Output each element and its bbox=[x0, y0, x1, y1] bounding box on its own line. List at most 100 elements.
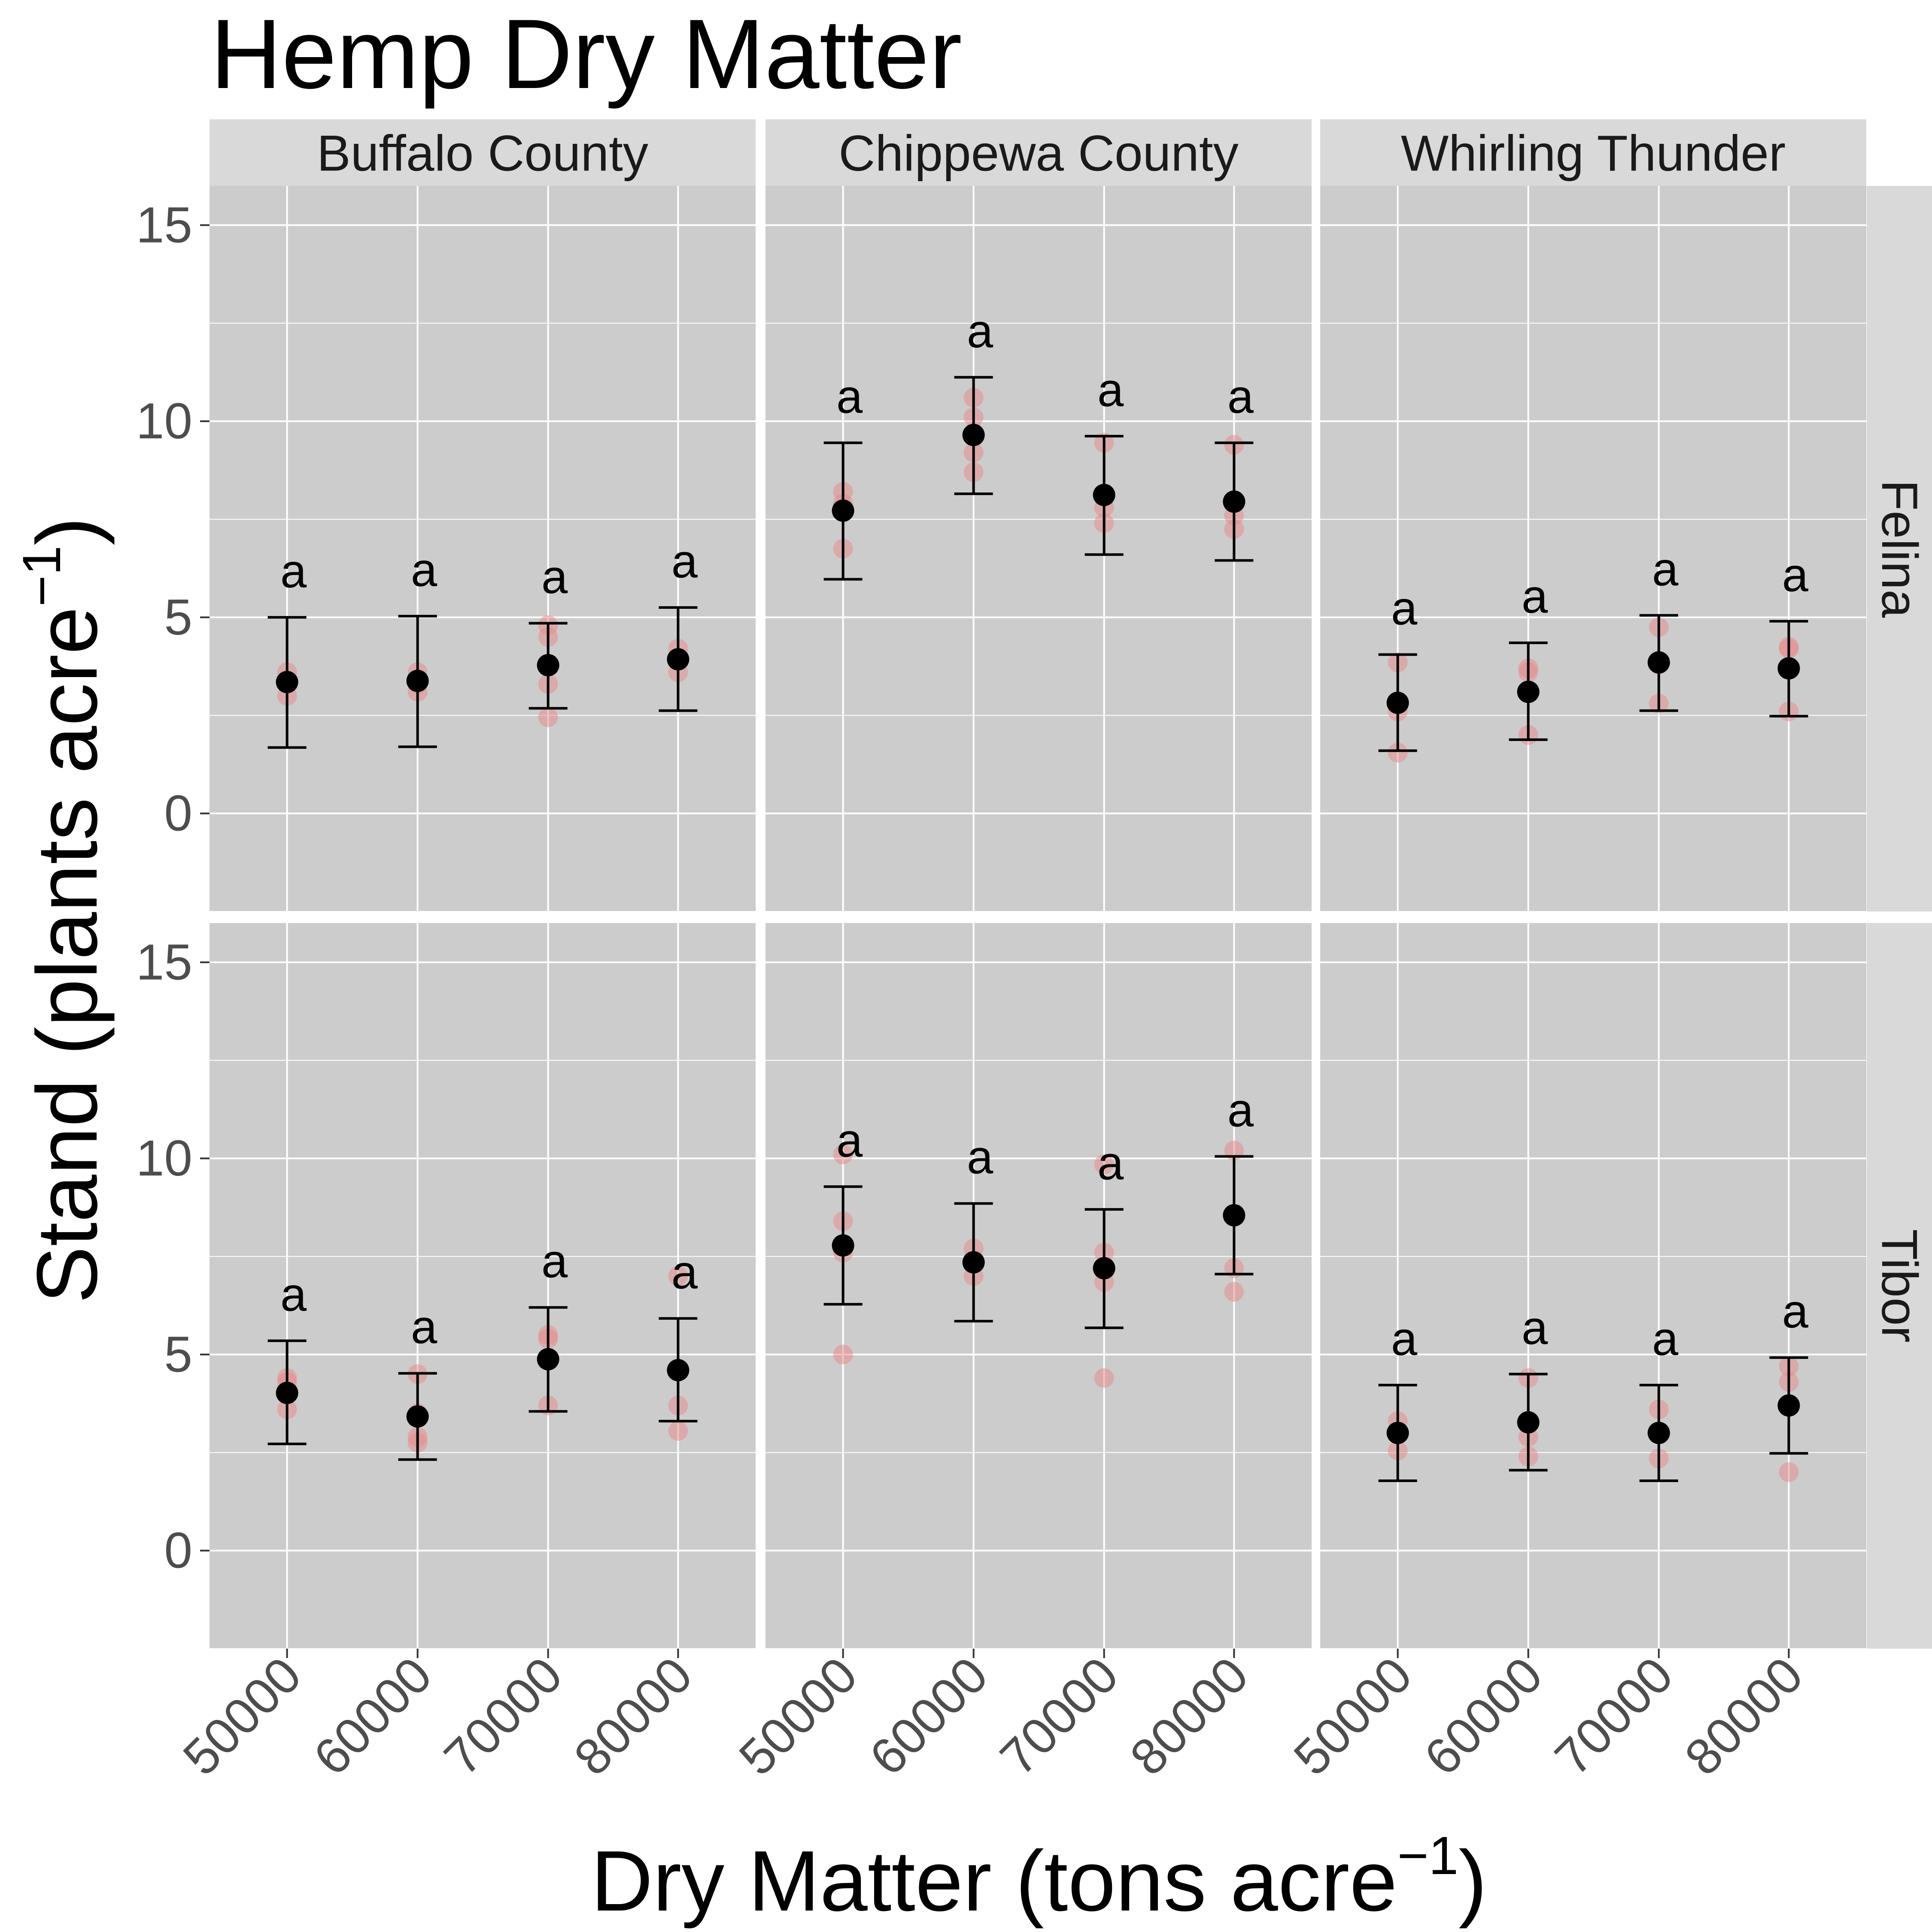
y-axis-label-end: ) bbox=[19, 517, 115, 546]
significance-letter: a bbox=[1391, 582, 1418, 635]
significance-letter: a bbox=[1652, 543, 1679, 595]
x-tick-label: 80000 bbox=[1674, 1646, 1814, 1786]
x-axis-label-main: Dry Matter (tons acre bbox=[591, 1833, 1397, 1929]
mean-point bbox=[1386, 1422, 1409, 1444]
significance-letter: a bbox=[836, 1114, 863, 1167]
panel bbox=[210, 186, 756, 912]
column-strip bbox=[766, 119, 1312, 186]
significance-letter: a bbox=[1097, 364, 1124, 416]
y-tick-label: 10 bbox=[136, 1130, 192, 1187]
significance-letter: a bbox=[411, 544, 437, 596]
y-tick-label: 10 bbox=[136, 393, 192, 450]
mean-point bbox=[667, 648, 690, 671]
significance-letter: a bbox=[1522, 1302, 1548, 1355]
mean-point bbox=[537, 1348, 559, 1370]
significance-letter: a bbox=[1782, 549, 1809, 601]
mean-point bbox=[537, 654, 559, 677]
mean-point bbox=[832, 499, 854, 522]
chart-title: Hemp Dry Matter bbox=[210, 0, 962, 109]
y-tick-label: 15 bbox=[136, 197, 192, 253]
y-tick-label: 0 bbox=[164, 1522, 192, 1579]
x-tick-label: 50000 bbox=[729, 1646, 868, 1786]
panel bbox=[766, 923, 1312, 1649]
raw-point bbox=[1779, 1462, 1799, 1482]
significance-letter: a bbox=[1227, 370, 1254, 423]
raw-point bbox=[833, 1144, 853, 1164]
mean-point bbox=[1777, 657, 1800, 680]
x-tick-label: 50000 bbox=[173, 1646, 312, 1786]
mean-point bbox=[1093, 1257, 1115, 1279]
significance-letter: a bbox=[541, 551, 568, 604]
panel-background bbox=[210, 186, 756, 911]
significance-letter: a bbox=[1522, 570, 1548, 623]
raw-point bbox=[1094, 1154, 1114, 1174]
panel-background bbox=[766, 923, 1312, 1649]
mean-point bbox=[1647, 651, 1670, 674]
mean-point bbox=[406, 1405, 429, 1428]
panel-background bbox=[210, 923, 756, 1649]
y-axis-label: Stand (plants acre−1) bbox=[12, 517, 115, 1303]
column-strip-label: Whirling Thunder bbox=[1401, 125, 1786, 182]
mean-point bbox=[1093, 483, 1115, 506]
x-axis-label-end: ) bbox=[1458, 1833, 1487, 1929]
significance-letter: a bbox=[967, 305, 993, 358]
y-tick-label: 0 bbox=[164, 785, 192, 842]
mean-point bbox=[1386, 692, 1409, 714]
significance-letter: a bbox=[671, 1246, 698, 1299]
column-strip bbox=[1320, 119, 1866, 186]
x-tick-label: 80000 bbox=[563, 1646, 703, 1786]
column-strip bbox=[210, 119, 756, 186]
significance-letter: a bbox=[1097, 1137, 1124, 1190]
raw-point bbox=[1224, 1282, 1244, 1302]
significance-letter: a bbox=[280, 545, 307, 598]
mean-point bbox=[1517, 680, 1540, 703]
mean-point bbox=[1647, 1422, 1670, 1444]
significance-letter: a bbox=[280, 1268, 307, 1321]
x-axis-label: Dry Matter (tons acre−1) bbox=[591, 1826, 1487, 1929]
raw-point bbox=[833, 1344, 853, 1364]
raw-point bbox=[538, 707, 558, 727]
mean-point bbox=[667, 1359, 690, 1382]
panel-background bbox=[766, 186, 1312, 911]
mean-point bbox=[1777, 1394, 1800, 1417]
raw-point bbox=[1388, 743, 1408, 763]
x-tick-label: 70000 bbox=[1544, 1646, 1684, 1786]
x-tick-label: 70000 bbox=[990, 1646, 1129, 1786]
mean-point bbox=[1223, 1204, 1245, 1227]
x-tick-label: 50000 bbox=[1283, 1646, 1423, 1786]
mean-point bbox=[962, 424, 985, 447]
mean-point bbox=[962, 1251, 985, 1274]
significance-letter: a bbox=[411, 1301, 437, 1354]
mean-point bbox=[1517, 1411, 1540, 1434]
panels-layer: Buffalo County Chippewa County Whirling Th… bbox=[136, 119, 1932, 1786]
significance-letter: a bbox=[1391, 1312, 1418, 1365]
y-tick-label: 5 bbox=[164, 1326, 192, 1383]
x-tick-label: 60000 bbox=[1414, 1646, 1553, 1786]
panel bbox=[766, 186, 1312, 912]
y-axis-label-main: Stand (plants acre bbox=[19, 607, 115, 1303]
significance-letter: a bbox=[541, 1235, 568, 1288]
y-tick-label: 15 bbox=[136, 934, 192, 990]
y-axis-label-sup: −1 bbox=[12, 545, 72, 607]
mean-point bbox=[1223, 490, 1245, 513]
mean-point bbox=[276, 671, 298, 693]
row-strip bbox=[1867, 186, 1932, 911]
raw-point bbox=[668, 1266, 688, 1286]
panel bbox=[1320, 186, 1866, 912]
significance-letter: a bbox=[1782, 1285, 1809, 1338]
x-tick-label: 60000 bbox=[859, 1646, 999, 1786]
panel bbox=[1320, 923, 1866, 1649]
x-tick-label: 70000 bbox=[434, 1646, 573, 1786]
column-strip-label: Chippewa County bbox=[838, 125, 1238, 182]
significance-letter: a bbox=[1652, 1312, 1679, 1365]
significance-letter: a bbox=[967, 1131, 993, 1184]
raw-point bbox=[668, 1421, 688, 1441]
mean-point bbox=[406, 669, 429, 692]
row-strip-label: Tibor bbox=[1871, 1229, 1928, 1343]
mean-point bbox=[276, 1382, 298, 1404]
y-tick-label: 5 bbox=[164, 589, 192, 646]
raw-point bbox=[1094, 1368, 1114, 1388]
x-tick-label: 80000 bbox=[1119, 1646, 1259, 1786]
panel-background bbox=[1320, 186, 1866, 911]
